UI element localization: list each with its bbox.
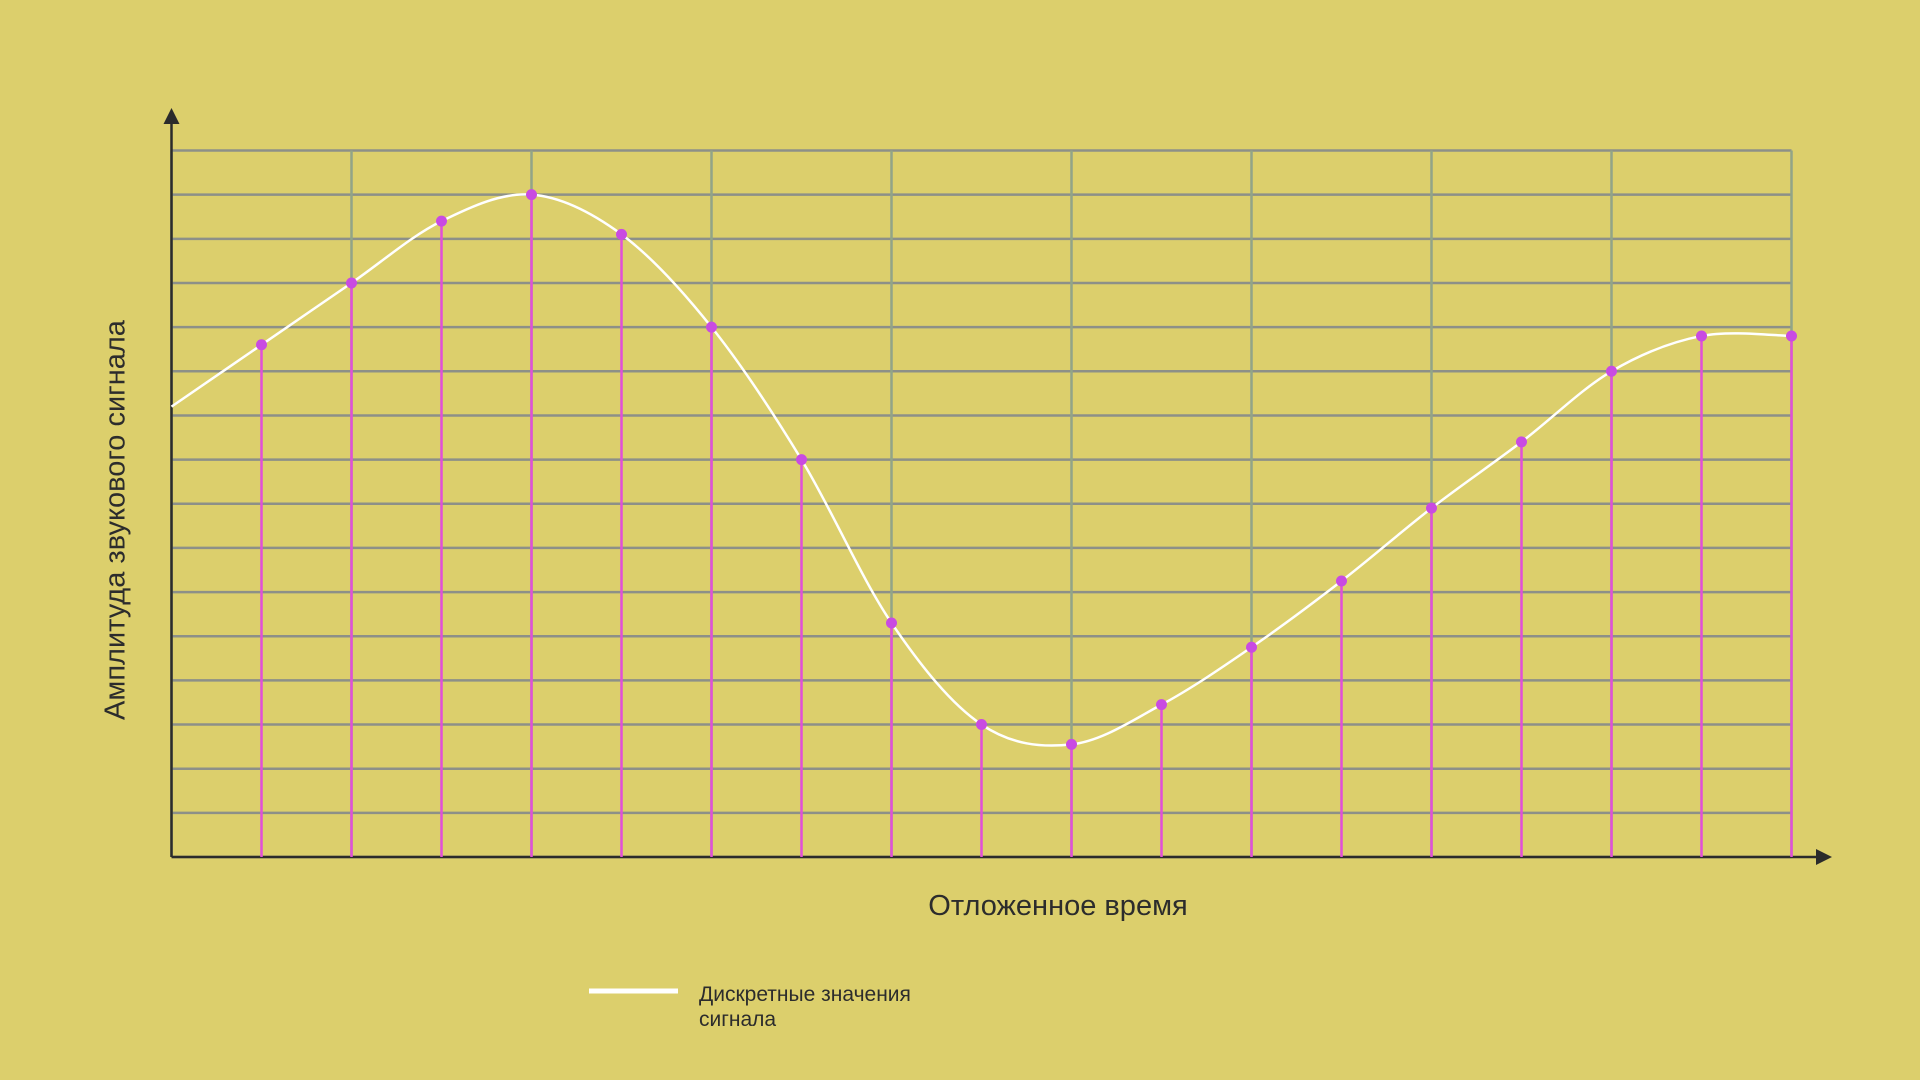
sample-dot: [1786, 330, 1797, 342]
signal-line: [170, 193, 1792, 747]
sample-dot: [976, 719, 987, 731]
y-axis-label: Амплитуда звукового сигнала: [100, 319, 132, 720]
sample-dot: [616, 228, 627, 240]
sample-dot: [706, 321, 717, 333]
sample-dot: [1246, 641, 1257, 653]
sample-dot: [1696, 330, 1707, 342]
sample-dot: [436, 215, 447, 227]
sample-dot: [1426, 502, 1437, 514]
sample-dot: [1336, 575, 1347, 587]
sample-dot: [1156, 699, 1167, 711]
sample-dot: [1066, 738, 1077, 750]
sample-dot: [1606, 365, 1617, 377]
x-axis-label: Отложенное время: [928, 890, 1188, 922]
sample-dot: [796, 454, 807, 466]
sample-dot: [1516, 436, 1527, 448]
sample-dot: [256, 339, 267, 351]
legend-label: Дискретные значения сигнала: [699, 983, 911, 1031]
x-axis-arrow: [1816, 849, 1832, 865]
sample-dot: [886, 617, 897, 629]
sample-dot: [526, 189, 537, 201]
sample-dot: [346, 277, 357, 289]
y-axis-arrow: [163, 108, 180, 124]
